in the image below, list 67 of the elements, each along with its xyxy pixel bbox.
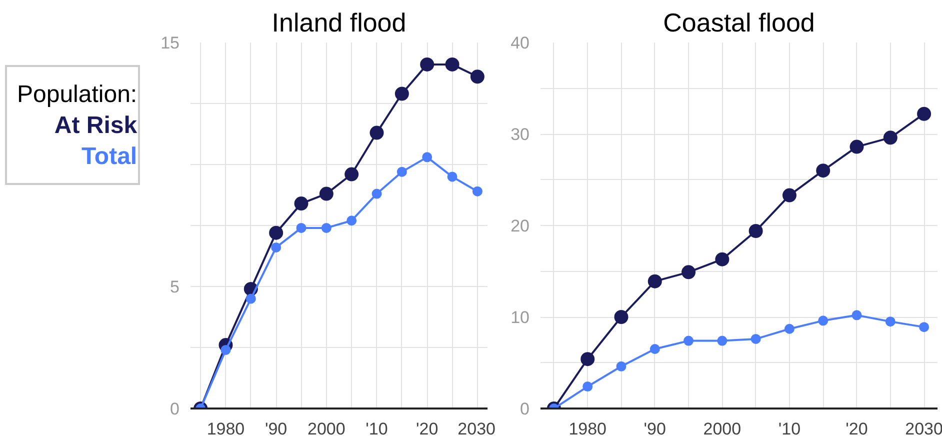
x-tick-label: '10	[778, 420, 801, 438]
y-tick-label: 20	[510, 216, 530, 236]
point	[582, 382, 593, 392]
y-tick-label: 10	[510, 308, 530, 327]
point	[246, 294, 256, 304]
point	[919, 322, 930, 332]
y-tick-label: 0	[520, 400, 530, 418]
x-tick-label: 1980	[206, 420, 245, 438]
point	[269, 226, 284, 240]
point	[372, 188, 382, 199]
point	[344, 167, 359, 182]
x-tick-label: '90	[644, 420, 666, 438]
x-tick-label: 2030	[458, 420, 496, 438]
point	[447, 172, 458, 182]
point	[650, 344, 660, 354]
point	[715, 252, 730, 266]
point	[220, 344, 231, 355]
point	[319, 186, 334, 201]
point	[370, 126, 384, 140]
chart-title: Inland flood	[272, 8, 406, 38]
x-tick-label: 2030	[905, 420, 942, 438]
x-tick-label: '20	[416, 420, 438, 438]
point	[850, 140, 864, 154]
x-tick-label: 1980	[568, 420, 607, 438]
point	[296, 222, 306, 233]
point	[748, 224, 763, 238]
point	[717, 336, 728, 346]
point	[684, 336, 694, 346]
point	[271, 242, 282, 252]
x-tick-label: 2000	[703, 420, 742, 438]
point	[470, 70, 484, 84]
point	[885, 316, 896, 327]
text: Total	[80, 142, 138, 172]
point	[818, 316, 828, 326]
y-tick-label: 0	[170, 400, 180, 418]
x-tick-label: '10	[366, 420, 388, 438]
point	[616, 361, 626, 372]
point	[782, 188, 796, 202]
point	[750, 334, 761, 344]
point	[917, 106, 932, 121]
point	[883, 130, 898, 145]
point	[648, 274, 662, 288]
y-tick-label: 15	[160, 34, 180, 52]
x-tick-label: 2000	[308, 420, 346, 438]
y-tick-label: 5	[170, 278, 180, 296]
point	[396, 166, 407, 177]
point	[852, 310, 862, 320]
point	[580, 352, 595, 366]
legend-title: Population:	[17, 80, 138, 110]
chart-title: Coastal flood	[663, 8, 815, 38]
point	[472, 186, 482, 196]
point	[321, 222, 332, 233]
point	[682, 265, 696, 280]
point	[420, 57, 434, 72]
point	[294, 196, 308, 211]
x-tick-label: '20	[846, 420, 868, 438]
point	[784, 324, 794, 334]
y-tick-label: 30	[510, 125, 530, 144]
point	[346, 216, 357, 226]
text: At Risk	[53, 111, 138, 142]
point	[816, 164, 830, 178]
point	[394, 86, 409, 101]
point	[445, 57, 460, 72]
x-tick-label: '90	[265, 420, 288, 438]
y-tick-label: 40	[510, 34, 530, 52]
point	[422, 152, 432, 162]
point	[614, 310, 628, 324]
